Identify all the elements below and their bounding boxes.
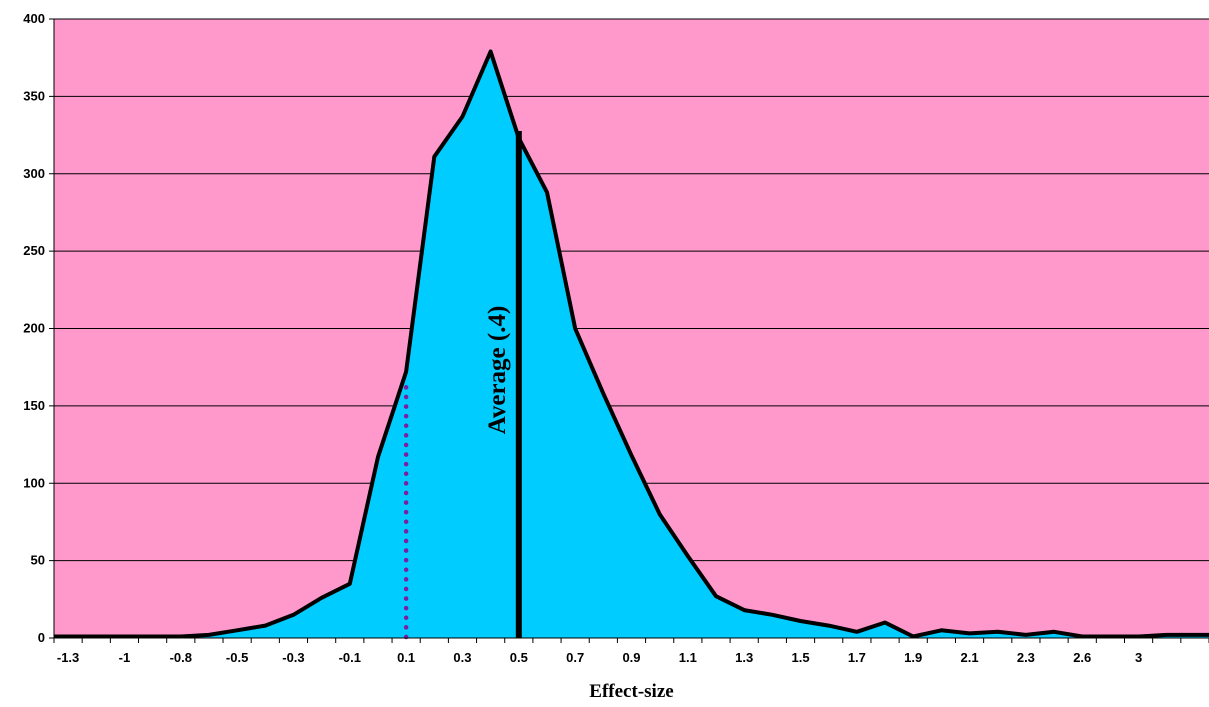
y-tick-label: 0 [38, 630, 45, 645]
x-tick-label: -0.1 [339, 650, 361, 665]
x-tick-label: 0.7 [566, 650, 584, 665]
x-tick-label: 1.1 [679, 650, 697, 665]
x-tick-label: 3 [1135, 650, 1142, 665]
x-tick-label: 1.7 [848, 650, 866, 665]
y-tick-label: 200 [23, 321, 45, 336]
x-tick-label: -1.3 [57, 650, 79, 665]
average-label: Average (.4) [484, 306, 511, 435]
y-tick-label: 150 [23, 398, 45, 413]
y-tick-label: 350 [23, 88, 45, 103]
distribution-area [54, 51, 1209, 638]
x-axis-title: Effect-size [589, 681, 673, 702]
x-tick-label: -0.3 [282, 650, 304, 665]
y-tick-label: 100 [23, 475, 45, 490]
x-axis-ticks: -1.3 -1 -0.8 -0.5 -0.3 -0.1 0.1 0.3 0.5 0.7 0.9 1.1… [53, 638, 1209, 665]
x-tick-label: 1.5 [791, 650, 809, 665]
x-tick-label: 2.3 [1017, 650, 1035, 665]
y-tick-label: 300 [23, 166, 45, 181]
x-tick-label: -0.5 [226, 650, 248, 665]
y-tick-label: 400 [23, 11, 45, 26]
distribution-line [54, 49, 1209, 639]
x-tick-label: 2.1 [961, 650, 979, 665]
x-tick-label: 0.5 [510, 650, 528, 665]
x-tick-label: -1 [119, 650, 131, 665]
y-tick-label: 50 [31, 553, 45, 568]
y-tick-label: 250 [23, 243, 45, 258]
x-tick-label: 0.9 [622, 650, 640, 665]
x-tick-label: 0.3 [453, 650, 471, 665]
x-tick-label: 1.3 [735, 650, 753, 665]
x-tick-label: 1.9 [904, 650, 922, 665]
x-tick-label: 0.1 [397, 650, 415, 665]
y-axis-ticks: 0 50 100 150 200 250 300 350 400 [23, 11, 1209, 645]
x-tick-label: 2.6 [1073, 650, 1091, 665]
x-tick-label: -0.8 [170, 650, 192, 665]
